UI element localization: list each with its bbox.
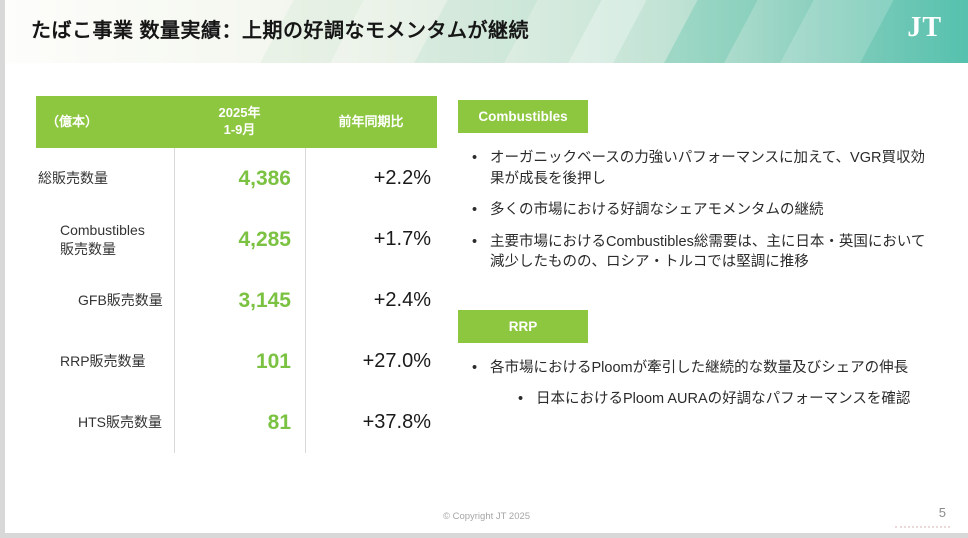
row-yoy: +1.7% — [305, 209, 437, 270]
copyright-text: © Copyright JT 2025 — [442, 511, 531, 522]
table-row: RRP販売数量 101 +27.0% — [36, 331, 437, 392]
row-value: 4,386 — [174, 148, 305, 209]
table-row: Combustibles 販売数量 4,285 +1.7% — [36, 209, 437, 270]
row-label: HTS販売数量 — [78, 414, 162, 431]
row-label: Combustibles 販売数量 — [60, 222, 145, 257]
row-value: 3,145 — [174, 270, 305, 331]
combustibles-section: Combustibles オーガニックベースの力強いパフォーマンスに加えて、VG… — [458, 100, 932, 273]
rrp-section: RRP 各市場におけるPloomが牽引した継続的な数量及びシェアの伸長 日本にお… — [458, 309, 932, 410]
header-streak — [649, 0, 769, 63]
row-label: 総販売数量 — [38, 170, 108, 187]
slide: たばこ事業 数量実績：上期の好調なモメンタムが継続 JT （億本） 2025年 … — [5, 0, 968, 533]
row-yoy: +2.2% — [305, 148, 437, 209]
bullet-item: 多くの市場における好調なシェアモメンタムの継続 — [458, 200, 932, 221]
commentary-panel: Combustibles オーガニックベースの力強いパフォーマンスに加えて、VG… — [458, 100, 932, 421]
page-number: 5 — [938, 505, 946, 520]
combustibles-bullets: オーガニックベースの力強いパフォーマンスに加えて、VGR買収効果が成長を後押し … — [458, 148, 932, 273]
header-streak — [553, 0, 658, 63]
bullet-item: オーガニックベースの力強いパフォーマンスに加えて、VGR買収効果が成長を後押し — [458, 148, 932, 189]
row-value: 81 — [174, 392, 305, 453]
table-header-period: 2025年 1-9月 — [218, 105, 261, 137]
sub-bullet-item: 日本におけるPloom AURAの好調なパフォーマンスを確認 — [458, 389, 932, 410]
table-row: HTS販売数量 81 +37.8% — [36, 392, 437, 453]
table-header-unit: （億本） — [46, 113, 99, 129]
row-yoy: +37.8% — [305, 392, 437, 453]
header-streak — [765, 0, 904, 63]
jt-logo: JT — [907, 12, 942, 43]
table-row: 総販売数量 4,386 +2.2% — [36, 148, 437, 209]
bullet-item: 各市場におけるPloomが牽引した継続的な数量及びシェアの伸長 — [458, 358, 932, 379]
row-yoy: +27.0% — [305, 331, 437, 392]
rrp-badge: RRP — [458, 309, 588, 343]
row-label: GFB販売数量 — [78, 292, 163, 309]
table-row: GFB販売数量 3,145 +2.4% — [36, 270, 437, 331]
page-title: たばこ事業 数量実績：上期の好調なモメンタムが継続 — [31, 20, 530, 42]
row-label: RRP販売数量 — [60, 353, 146, 370]
table-header-row: （億本） 2025年 1-9月 前年同期比 — [36, 96, 437, 148]
slide-header: たばこ事業 数量実績：上期の好調なモメンタムが継続 JT — [5, 0, 968, 63]
volume-table: （億本） 2025年 1-9月 前年同期比 総販売数量 4,386 +2.2% … — [36, 96, 437, 453]
row-yoy: +2.4% — [305, 270, 437, 331]
combustibles-badge: Combustibles — [458, 100, 588, 133]
dotted-line — [895, 526, 950, 528]
table-body: 総販売数量 4,386 +2.2% Combustibles 販売数量 4,28… — [36, 148, 437, 453]
row-value: 4,285 — [174, 209, 305, 270]
table-header-yoy: 前年同期比 — [338, 113, 404, 129]
bullet-item: 主要市場におけるCombustibles総需要は、主に日本・英国において減少した… — [458, 232, 932, 273]
row-value: 101 — [174, 331, 305, 392]
rrp-bullets: 各市場におけるPloomが牽引した継続的な数量及びシェアの伸長 日本におけるPl… — [458, 358, 932, 410]
